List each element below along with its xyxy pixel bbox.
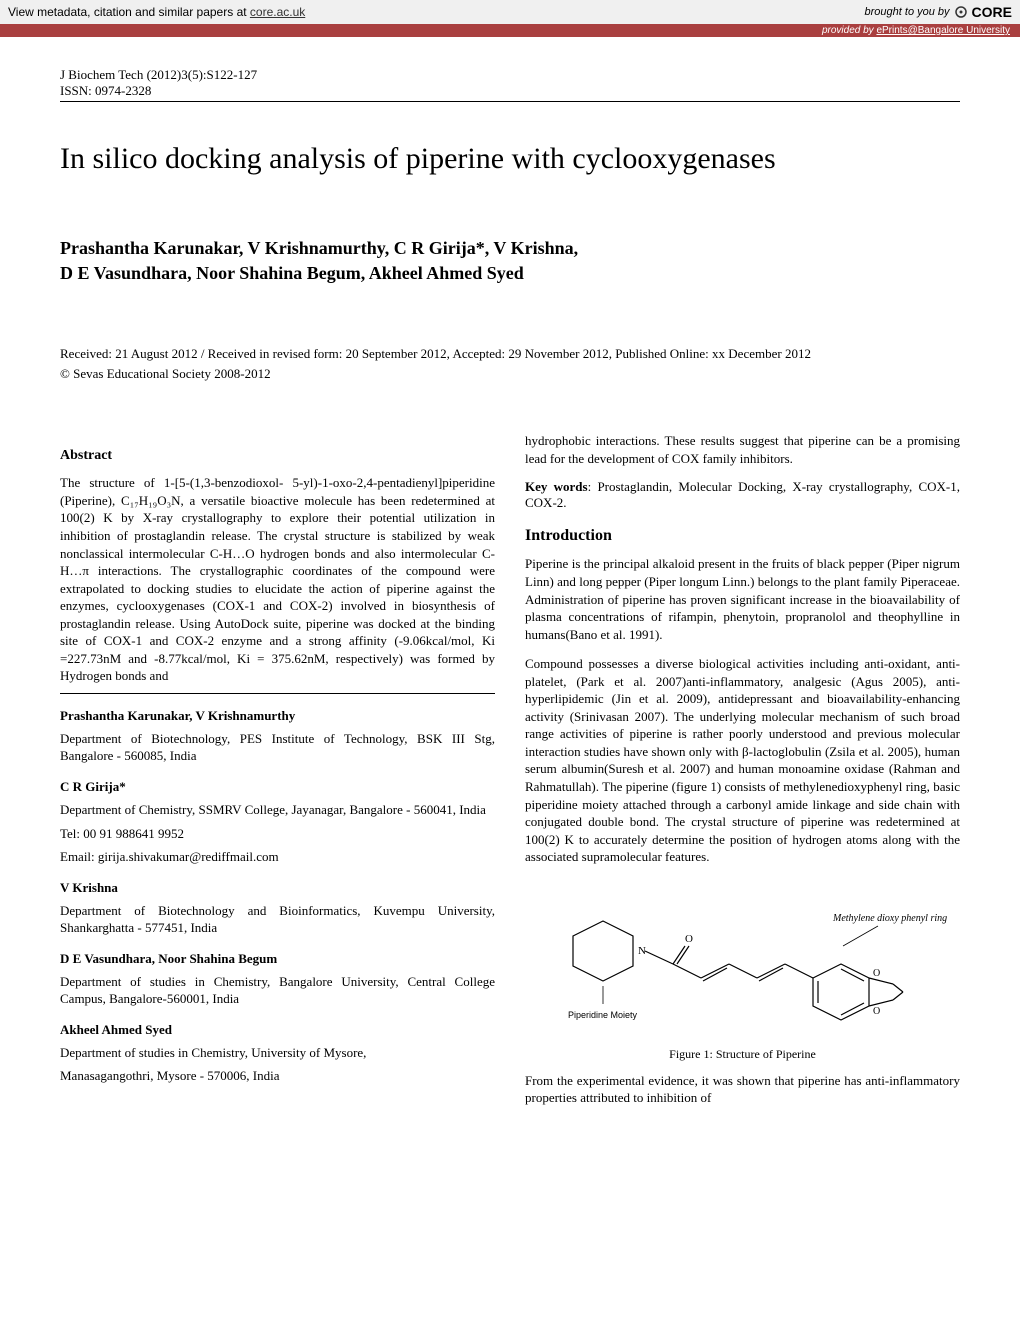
affil-tel: Tel: 00 91 988641 9952 bbox=[60, 825, 495, 843]
two-column-layout: Abstract The structure of 1-[5-(1,3-benz… bbox=[60, 432, 960, 1106]
core-logo-icon bbox=[954, 5, 968, 19]
intro-paragraph-2: Compound possesses a diverse biological … bbox=[525, 655, 960, 866]
affil-name-5: Akheel Ahmed Syed bbox=[60, 1022, 495, 1038]
intro-paragraph-1: Piperine is the principal alkaloid prese… bbox=[525, 555, 960, 643]
affil-text-1: Department of Biotechnology, PES Institu… bbox=[60, 730, 495, 765]
affil-name-3: V Krishna bbox=[60, 880, 495, 896]
affil-text-5a: Department of studies in Chemistry, Univ… bbox=[60, 1044, 495, 1062]
provided-by-link[interactable]: ePrints@Bangalore University bbox=[876, 25, 1010, 36]
introduction-heading: Introduction bbox=[525, 527, 960, 545]
right-column: hydrophobic interactions. These results … bbox=[525, 432, 960, 1106]
intro-paragraph-3: From the experimental evidence, it was s… bbox=[525, 1072, 960, 1107]
core-link[interactable]: core.ac.uk bbox=[250, 5, 305, 19]
svg-text:O: O bbox=[873, 968, 880, 979]
affil-text-3: Department of Biotechnology and Bioinfor… bbox=[60, 902, 495, 937]
svg-text:O: O bbox=[685, 933, 693, 945]
affil-text-2: Department of Chemistry, SSMRV College, … bbox=[60, 801, 495, 819]
paper-title: In silico docking analysis of piperine w… bbox=[60, 142, 960, 176]
mdp-label: Methylene dioxy phenyl ring bbox=[832, 913, 947, 924]
abstract-body: The structure of 1-[5-(1,3-benzodioxol- … bbox=[60, 474, 495, 685]
keywords-label: Key words bbox=[525, 479, 588, 494]
abstract-heading: Abstract bbox=[60, 448, 495, 464]
figure-1-caption: Figure 1: Structure of Piperine bbox=[525, 1047, 960, 1062]
piperidine-label: Piperidine Moiety bbox=[568, 1010, 638, 1020]
journal-citation: J Biochem Tech (2012)3(5):S122-127 bbox=[60, 67, 960, 83]
figure-1: N O bbox=[525, 886, 960, 1062]
copyright-line: © Sevas Educational Society 2008-2012 bbox=[60, 366, 960, 382]
authors-block: Prashantha Karunakar, V Krishnamurthy, C… bbox=[60, 236, 960, 286]
authors-line-2: D E Vasundhara, Noor Shahina Begum, Akhe… bbox=[60, 261, 960, 286]
affil-name-4: D E Vasundhara, Noor Shahina Begum bbox=[60, 951, 495, 967]
affil-email: Email: girija.shivakumar@rediffmail.com bbox=[60, 848, 495, 866]
affil-text-4: Department of studies in Chemistry, Bang… bbox=[60, 973, 495, 1008]
issn-line: ISSN: 0974-2328 bbox=[60, 83, 960, 102]
metadata-banner: View metadata, citation and similar pape… bbox=[0, 0, 1020, 24]
svg-text:O: O bbox=[873, 1006, 880, 1017]
banner-left: View metadata, citation and similar pape… bbox=[8, 5, 305, 19]
keywords-block: Key words: Prostaglandin, Molecular Dock… bbox=[525, 479, 960, 511]
abstract-continuation: hydrophobic interactions. These results … bbox=[525, 432, 960, 467]
keywords-text: : Prostaglandin, Molecular Docking, X-ra… bbox=[525, 479, 960, 510]
received-line: Received: 21 August 2012 / Received in r… bbox=[60, 346, 960, 362]
authors-line-1: Prashantha Karunakar, V Krishnamurthy, C… bbox=[60, 236, 960, 261]
left-column: Abstract The structure of 1-[5-(1,3-benz… bbox=[60, 432, 495, 1106]
piperine-structure-diagram: N O bbox=[533, 886, 953, 1036]
page-content: J Biochem Tech (2012)3(5):S122-127 ISSN:… bbox=[0, 37, 1020, 1127]
banner-right: brought to you by CORE bbox=[865, 4, 1012, 20]
affiliations-block: Prashantha Karunakar, V Krishnamurthy De… bbox=[60, 708, 495, 1085]
brought-by-text: brought to you by bbox=[865, 6, 950, 18]
svg-text:N: N bbox=[638, 945, 646, 957]
provided-by-bar: provided by ePrints@Bangalore University bbox=[0, 24, 1020, 37]
affiliation-separator bbox=[60, 693, 495, 694]
affil-text-5b: Manasagangothri, Mysore - 570006, India bbox=[60, 1067, 495, 1085]
metadata-text: View metadata, citation and similar pape… bbox=[8, 5, 250, 19]
core-name: CORE bbox=[972, 4, 1012, 20]
affil-name-2: C R Girija* bbox=[60, 779, 495, 795]
affil-name-1: Prashantha Karunakar, V Krishnamurthy bbox=[60, 708, 495, 724]
provided-by-prefix: provided by bbox=[822, 25, 876, 36]
